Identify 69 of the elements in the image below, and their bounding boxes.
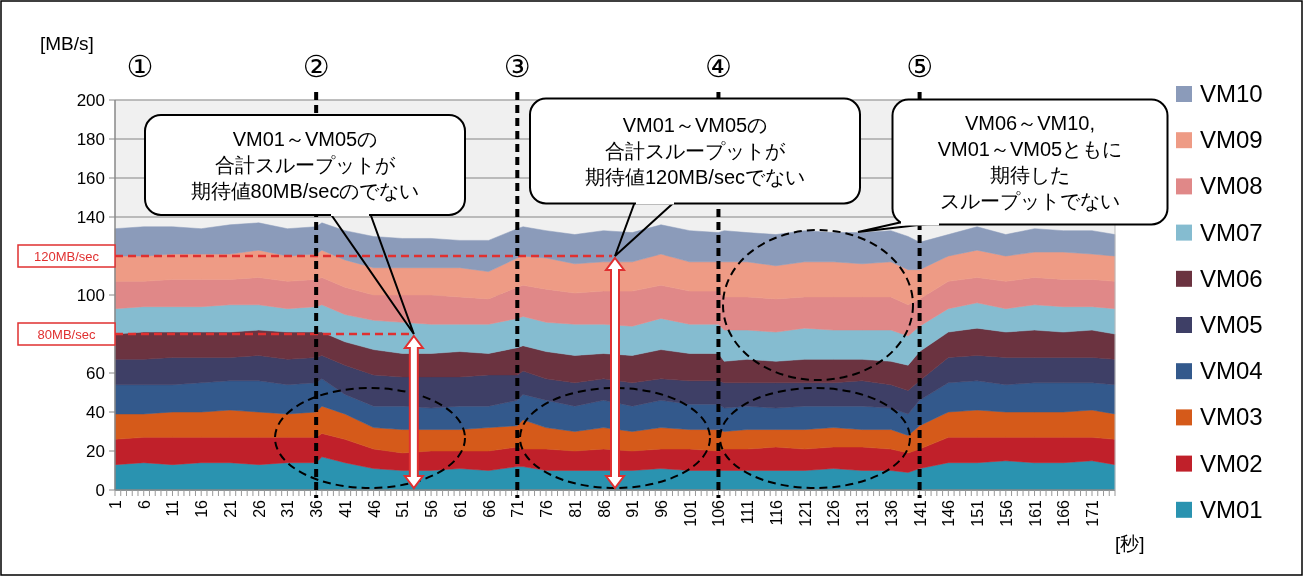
x-tick-label: 36 xyxy=(308,499,326,518)
x-tick-label: 166 xyxy=(1055,499,1073,527)
y-tick-label: 100 xyxy=(76,286,105,305)
annotation: VM06～VM10, VM01～VM05ともに期待したスループットでない xyxy=(937,112,1123,212)
x-tick-label: 141 xyxy=(911,499,929,527)
x-tick-label: 91 xyxy=(624,499,642,518)
x-tick-label: 101 xyxy=(681,499,699,527)
y-tick-label: 140 xyxy=(76,208,105,227)
x-tick-label: 71 xyxy=(509,499,527,518)
x-tick-label: 106 xyxy=(710,499,728,527)
x-tick-label: 56 xyxy=(423,499,441,518)
x-tick-label: 146 xyxy=(940,499,958,527)
x-tick-label: 131 xyxy=(854,499,872,527)
ref-line-label: ⑤ xyxy=(906,50,934,83)
x-tick-label: 51 xyxy=(394,499,412,518)
x-tick-label: 86 xyxy=(595,499,613,518)
legend-label: VM04 xyxy=(1200,357,1263,385)
x-axis-title: [秒] xyxy=(1115,533,1145,554)
x-tick-label: 6 xyxy=(135,499,153,509)
ref-line-label: 80MB/sec xyxy=(37,327,96,342)
x-tick-label: 76 xyxy=(538,499,556,518)
legend-label: VM10 xyxy=(1200,80,1263,107)
x-tick-label: 31 xyxy=(279,499,297,518)
y-tick-label: 160 xyxy=(76,169,105,188)
x-tick-label: 126 xyxy=(825,499,843,527)
legend-label: VM01 xyxy=(1200,495,1263,523)
x-tick-label: 151 xyxy=(969,499,987,527)
x-tick-label: 136 xyxy=(882,499,900,527)
ref-line-label: ④ xyxy=(705,50,732,83)
x-tick-label: 16 xyxy=(193,499,211,518)
x-tick-label: 26 xyxy=(250,499,268,518)
x-tick-label: 81 xyxy=(566,499,584,518)
x-tick-label: 1 xyxy=(107,499,124,509)
y-tick-label: 0 xyxy=(95,481,105,500)
x-tick-label: 11 xyxy=(164,499,182,517)
legend-label: VM07 xyxy=(1200,218,1263,246)
y-tick-label: 40 xyxy=(86,403,105,422)
annotation: VM01～VM05の合計スループットが期待値80MB/secのでない xyxy=(190,128,420,202)
y-tick-label: 20 xyxy=(86,442,105,461)
x-tick-label: 21 xyxy=(221,499,239,518)
y-tick-label: 60 xyxy=(86,364,105,383)
callout: VM06～VM10, VM01～VM05ともに期待したスループットでない xyxy=(857,98,1169,233)
legend-label: VM02 xyxy=(1200,449,1263,477)
callout: VM01～VM05の合計スループットが期待値120MB/secでない xyxy=(529,97,861,257)
x-tick-label: 121 xyxy=(796,499,814,527)
legend-label: VM05 xyxy=(1200,311,1263,338)
legend-label: VM03 xyxy=(1200,403,1263,431)
ref-line-label: ③ xyxy=(503,50,531,83)
x-tick-label: 116 xyxy=(767,499,785,526)
x-tick-label: 111 xyxy=(739,499,757,525)
x-tick-label: 171 xyxy=(1084,499,1102,527)
ref-line-label: ② xyxy=(302,50,330,83)
legend-label: VM09 xyxy=(1200,126,1263,154)
x-tick-label: 46 xyxy=(365,499,383,518)
annotation: VM01～VM05の合計スループットが期待値120MB/secでない xyxy=(584,114,806,188)
text: ① xyxy=(126,50,154,83)
x-tick-label: 41 xyxy=(336,499,354,518)
y-tick-label: 180 xyxy=(76,130,105,149)
x-tick-label: 61 xyxy=(451,499,469,518)
x-tick-label: 161 xyxy=(1026,499,1044,527)
legend-label: VM06 xyxy=(1200,264,1263,292)
legend-label: VM08 xyxy=(1200,172,1263,200)
x-tick-label: 66 xyxy=(480,499,498,518)
ref-line-label: 120MB/sec xyxy=(33,249,100,264)
y-axis-title: [MB/s] xyxy=(40,33,94,54)
callout: VM01～VM05の合計スループットが期待値80MB/secのでない xyxy=(144,114,466,335)
y-tick-label: 200 xyxy=(76,91,105,110)
x-tick-label: 156 xyxy=(997,499,1015,527)
x-tick-label: 96 xyxy=(652,499,670,518)
